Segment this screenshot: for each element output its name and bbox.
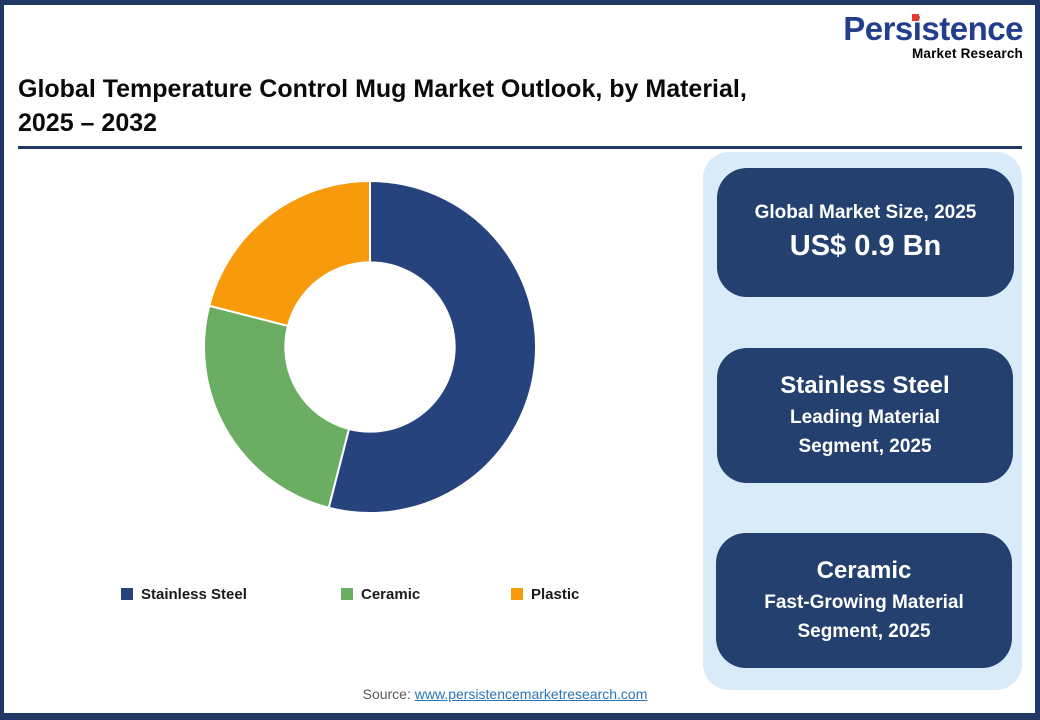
donut-segment-stainless-steel (327, 180, 537, 514)
fast-growing-segment-card-subtitle: Fast-Growing Material Segment, 2025 (764, 592, 964, 642)
logo-brand-text: Persistence (843, 10, 1023, 47)
market-size-card-title: Global Market Size, 2025 (754, 202, 977, 223)
legend-swatch-icon (341, 588, 353, 600)
legend-item-plastic: Plastic (511, 586, 579, 603)
source-link[interactable]: www.persistencemarketresearch.com (414, 686, 648, 702)
page-title-line2: 2025 – 2032 (18, 109, 158, 137)
donut-segment-plastic (208, 180, 371, 327)
market-size-card: Global Market Size, 2025 US$ 0.9 Bn (717, 168, 1014, 297)
fast-growing-segment-card-title: Ceramic (816, 557, 912, 584)
fast-growing-segment-card: Ceramic Fast-Growing Material Segment, 2… (716, 533, 1012, 668)
leading-segment-card-subtitle: Leading Material Segment, 2025 (790, 407, 940, 457)
page-title: Global Temperature Control Mug Market Ou… (18, 72, 1022, 140)
legend-swatch-icon (121, 588, 133, 600)
frame-border-top (0, 0, 1040, 5)
frame-border-right (1035, 0, 1040, 720)
market-size-card-value: US$ 0.9 Bn (789, 230, 942, 262)
frame-border-left (0, 0, 4, 720)
page-title-line1: Global Temperature Control Mug Market Ou… (18, 75, 747, 103)
legend-item-stainless-steel: Stainless Steel (121, 586, 341, 603)
source-label: Source: (362, 686, 411, 702)
frame-border-bottom (0, 713, 1040, 720)
leading-segment-card-title: Stainless Steel (780, 372, 950, 399)
donut-chart (203, 180, 537, 514)
legend-label: Ceramic (361, 585, 421, 603)
legend-label: Plastic (531, 585, 580, 603)
leading-segment-card: Stainless Steel Leading Material Segment… (717, 348, 1013, 483)
legend-item-ceramic: Ceramic (341, 586, 511, 603)
chart-legend: Stainless Steel Ceramic Plastic (121, 585, 579, 603)
donut-segment-ceramic (203, 304, 350, 509)
source-line: Source: www.persistencemarketresearch.co… (250, 686, 760, 702)
persistence-logo: Persistence Market Research (843, 12, 1023, 61)
legend-label: Stainless Steel (141, 585, 247, 603)
legend-swatch-icon (511, 588, 523, 600)
logo-red-dot-icon (912, 14, 920, 21)
title-underline-rule (18, 146, 1022, 149)
logo-tagline-text: Market Research (911, 46, 1023, 61)
